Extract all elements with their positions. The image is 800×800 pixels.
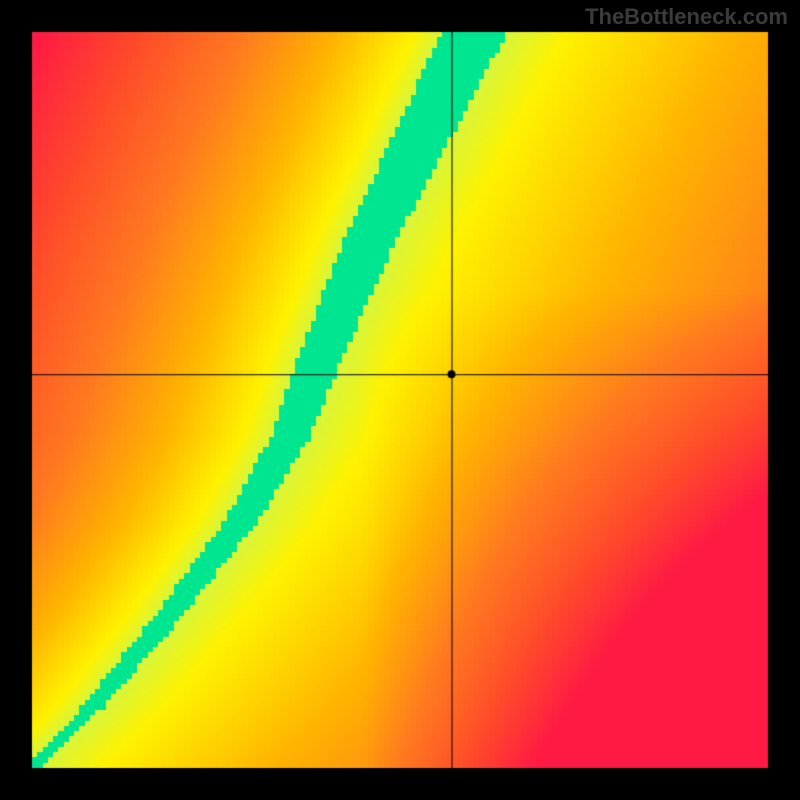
watermark-text: TheBottleneck.com [585, 4, 788, 30]
chart-container: TheBottleneck.com [0, 0, 800, 800]
bottleneck-heatmap [0, 0, 800, 800]
